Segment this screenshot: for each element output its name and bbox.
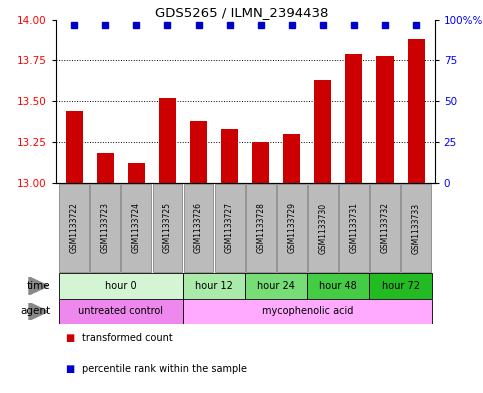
Text: GSM1133733: GSM1133733 xyxy=(412,202,421,253)
Text: GSM1133726: GSM1133726 xyxy=(194,202,203,253)
Bar xyxy=(66,111,83,183)
Polygon shape xyxy=(29,277,48,295)
Text: GSM1133728: GSM1133728 xyxy=(256,202,265,253)
Bar xyxy=(369,273,432,299)
Bar xyxy=(252,142,269,183)
Bar xyxy=(314,80,331,183)
Bar xyxy=(184,184,213,272)
Text: hour 48: hour 48 xyxy=(319,281,357,291)
Text: GSM1133723: GSM1133723 xyxy=(101,202,110,253)
Bar xyxy=(153,184,183,272)
Bar xyxy=(370,184,400,272)
Bar xyxy=(190,121,207,183)
Bar xyxy=(408,39,425,183)
Text: untreated control: untreated control xyxy=(78,307,163,316)
Text: GSM1133725: GSM1133725 xyxy=(163,202,172,253)
Bar xyxy=(58,273,183,299)
Bar xyxy=(308,184,338,272)
Text: hour 12: hour 12 xyxy=(195,281,233,291)
Bar xyxy=(159,98,176,183)
Bar xyxy=(221,129,238,183)
Bar xyxy=(245,273,307,299)
Bar xyxy=(345,54,362,183)
Bar xyxy=(214,184,244,272)
Bar xyxy=(97,153,114,183)
Bar xyxy=(339,184,369,272)
Text: GSM1133729: GSM1133729 xyxy=(287,202,296,253)
Bar xyxy=(121,184,151,272)
Text: ■: ■ xyxy=(65,364,74,374)
Bar xyxy=(90,184,120,272)
Text: GSM1133724: GSM1133724 xyxy=(132,202,141,253)
Bar xyxy=(59,184,89,272)
Text: hour 24: hour 24 xyxy=(257,281,295,291)
Text: agent: agent xyxy=(21,307,51,316)
Text: GSM1133732: GSM1133732 xyxy=(381,202,389,253)
Bar xyxy=(183,273,245,299)
Bar xyxy=(58,299,183,324)
Text: mycophenolic acid: mycophenolic acid xyxy=(262,307,353,316)
Text: GSM1133722: GSM1133722 xyxy=(70,202,79,253)
Bar xyxy=(283,134,300,183)
Text: hour 0: hour 0 xyxy=(105,281,137,291)
Bar xyxy=(128,163,145,183)
Text: GSM1133731: GSM1133731 xyxy=(349,202,358,253)
Bar xyxy=(246,184,276,272)
Text: hour 72: hour 72 xyxy=(382,281,420,291)
Text: GSM1133730: GSM1133730 xyxy=(318,202,327,253)
Bar xyxy=(307,273,369,299)
Bar xyxy=(401,184,431,272)
Text: GSM1133727: GSM1133727 xyxy=(225,202,234,253)
Polygon shape xyxy=(29,303,48,320)
Bar xyxy=(183,299,432,324)
Text: GDS5265 / ILMN_2394438: GDS5265 / ILMN_2394438 xyxy=(155,6,328,19)
Text: transformed count: transformed count xyxy=(82,333,173,343)
Text: time: time xyxy=(27,281,51,291)
Text: ■: ■ xyxy=(65,333,74,343)
Bar xyxy=(277,184,307,272)
Bar xyxy=(376,55,394,183)
Text: percentile rank within the sample: percentile rank within the sample xyxy=(82,364,247,374)
